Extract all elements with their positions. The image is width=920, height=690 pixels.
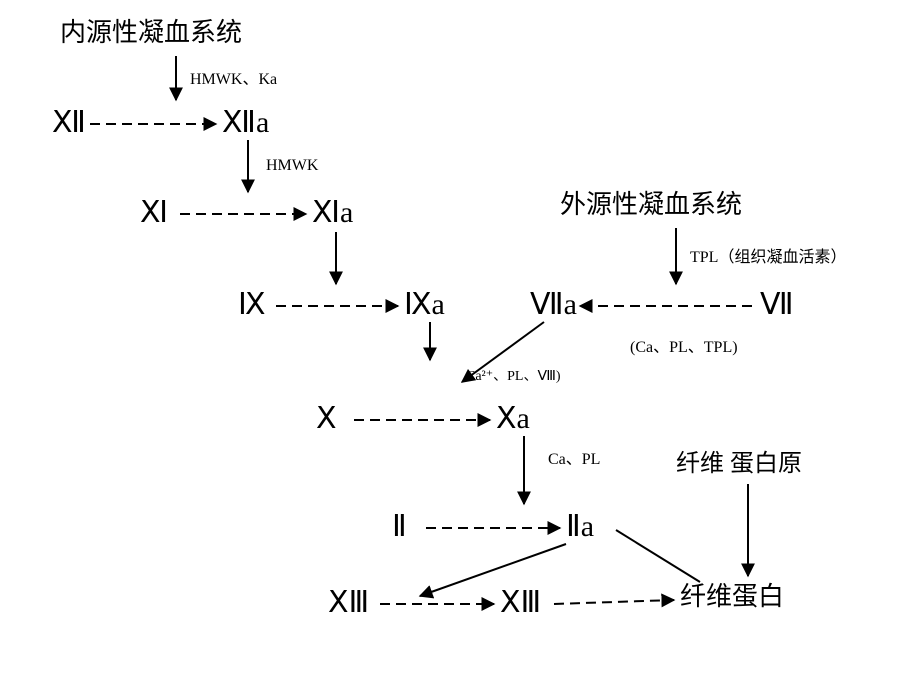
node-factor-x: Ⅹ xyxy=(316,404,337,434)
node-label-ca-pl: Ca、PL xyxy=(548,452,600,468)
node-factor-viia: Ⅶa xyxy=(530,290,577,320)
node-factor-xi: Ⅺ xyxy=(140,198,168,228)
node-factor-xiia: Ⅻa xyxy=(222,108,269,138)
node-title-intrinsic: 内源性凝血系统 xyxy=(60,20,242,46)
node-factor-iia: Ⅱa xyxy=(566,512,594,542)
node-factor-xiiia: ⅩⅢ xyxy=(500,588,541,618)
node-title-extrinsic: 外源性凝血系统 xyxy=(560,192,742,218)
node-label-ca-pl-tpl: (Ca、PL、TPL) xyxy=(630,340,738,356)
edge-iia-diag xyxy=(420,544,566,596)
node-label-fibrin: 纤维蛋白 xyxy=(680,584,784,610)
node-factor-ii: Ⅱ xyxy=(392,512,407,542)
node-label-ca-pl-viii: Ca²⁺、PL、Ⅷ) xyxy=(466,370,561,384)
node-factor-xii: Ⅻ xyxy=(52,108,86,138)
node-factor-xiii: ⅩⅢ xyxy=(328,588,369,618)
node-factor-xa: Ⅹa xyxy=(496,404,530,434)
node-factor-ix: Ⅸ xyxy=(238,290,266,320)
node-label-tpl: TPL（组织凝血活素） xyxy=(690,250,846,266)
diagram-stage: 内源性凝血系统 HMWK、Ka Ⅻ Ⅻa HMWK Ⅺ Ⅺa 外源性凝血系统 TPL（组织凝血活… xyxy=(0,0,920,690)
node-factor-xia: Ⅺa xyxy=(312,198,353,228)
edge-iia-to-fibrin xyxy=(616,530,700,582)
node-label-hmwk: HMWK xyxy=(266,158,318,174)
node-label-fibrinogen: 纤维 蛋白原 xyxy=(676,452,802,476)
node-factor-ixa: Ⅸa xyxy=(404,290,445,320)
node-label-hmwk-ka: HMWK、Ka xyxy=(190,72,277,88)
edge-xiiia-to-fibrin xyxy=(554,600,674,604)
node-factor-vii: Ⅶ xyxy=(760,290,794,320)
